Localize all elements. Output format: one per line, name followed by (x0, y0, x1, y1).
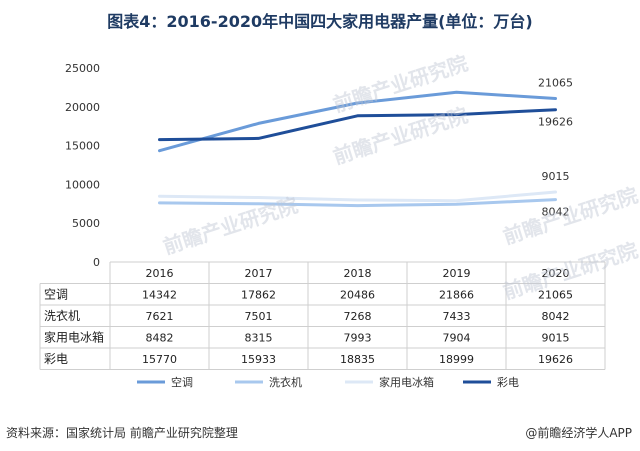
y-axis: 0 5000 10000 15000 20000 25000 (65, 62, 100, 269)
source-note: 资料来源：国家统计局 前瞻产业研究院整理 (6, 426, 238, 440)
x-tick-label: 2016 (146, 267, 174, 280)
table-row-label: 空调 (44, 287, 68, 301)
legend-label: 洗衣机 (269, 375, 302, 389)
table-cell: 14342 (142, 288, 177, 301)
table-cell: 7904 (443, 331, 471, 344)
data-table: 2016 2017 2018 2019 2020 空调 14342 17862 20486 218… (39, 261, 606, 370)
legend-label: 彩电 (497, 376, 519, 389)
table-cell: 7621 (146, 310, 174, 323)
table-row-label: 洗衣机 (44, 308, 80, 323)
x-tick-label: 2017 (245, 267, 273, 280)
data-label: 21065 (538, 77, 573, 90)
end-labels: 21065 8042 9015 19626 (538, 77, 573, 219)
legend-label: 空调 (171, 375, 193, 389)
series-line (158, 190, 557, 203)
y-tick-label: 5000 (72, 217, 100, 230)
data-label: 9015 (542, 170, 570, 183)
table-cell: 7268 (344, 310, 372, 323)
y-tick-label: 10000 (65, 178, 100, 191)
y-tick-label: 0 (93, 256, 100, 269)
table-cell: 18999 (439, 353, 474, 366)
data-label: 19626 (538, 116, 573, 129)
table-cell: 7433 (443, 310, 471, 323)
table-cell: 21065 (538, 288, 573, 301)
legend-label: 家用电冰箱 (379, 375, 434, 389)
table-cell: 9015 (542, 331, 570, 344)
chart-title: 图表4：2016-2020年中国四大家用电器产量(单位：万台) (107, 12, 533, 31)
x-tick-label: 2019 (443, 267, 471, 280)
table-cell: 18835 (340, 353, 375, 366)
y-tick-label: 20000 (65, 101, 100, 114)
table-cell: 21866 (439, 288, 474, 301)
table-cell: 20486 (340, 288, 375, 301)
table-cell: 19626 (538, 353, 573, 366)
table-cell: 7501 (245, 310, 273, 323)
y-tick-label: 25000 (65, 62, 100, 75)
table-cell: 8042 (542, 310, 570, 323)
table-cell: 7993 (344, 331, 372, 344)
x-tick-label: 2018 (344, 267, 372, 280)
series-line (158, 90, 557, 153)
table-cell: 15933 (241, 353, 276, 366)
table-row-label: 彩电 (44, 352, 68, 366)
brand-credit: @前瞻经济学人APP (525, 426, 632, 440)
series-line (158, 198, 557, 208)
table-cell: 15770 (142, 353, 177, 366)
legend: 空调 洗衣机 家用电冰箱 彩电 (137, 375, 519, 389)
table-row-label: 家用电冰箱 (44, 329, 104, 344)
table-cell: 8315 (245, 331, 273, 344)
table-cell: 17862 (241, 288, 276, 301)
series-lines (158, 90, 557, 208)
y-tick-label: 15000 (65, 140, 100, 153)
x-tick-label: 2020 (542, 267, 570, 280)
series-line (158, 108, 557, 142)
data-label: 8042 (542, 206, 570, 219)
table-cell: 8482 (146, 331, 174, 344)
